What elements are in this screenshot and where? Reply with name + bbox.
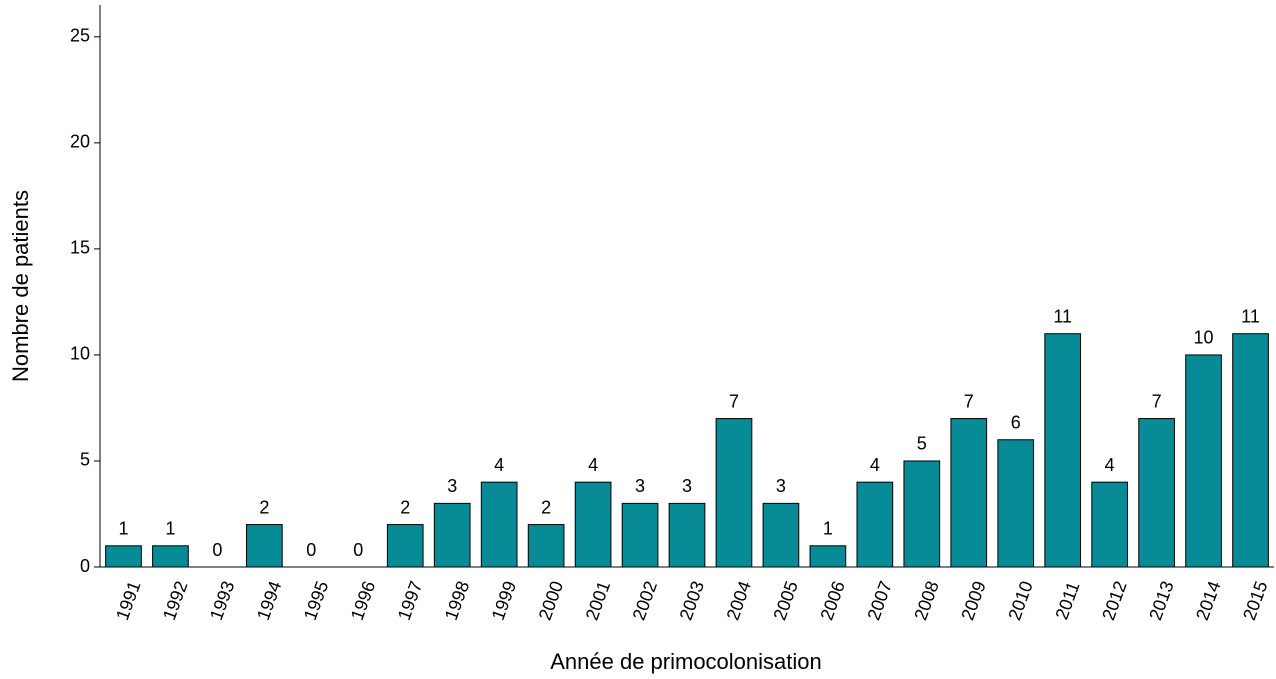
x-tick-label: 2012	[1098, 578, 1130, 622]
x-tick-label: 2002	[629, 578, 661, 622]
data-label: 0	[353, 540, 363, 560]
data-label: 1	[165, 519, 175, 539]
bar	[1091, 481, 1128, 568]
x-tick-label: 2014	[1192, 578, 1224, 622]
bar	[903, 460, 941, 568]
bar	[246, 524, 283, 568]
y-tick-label: 10	[70, 344, 90, 364]
x-tick-label: 1994	[253, 578, 285, 622]
data-label: 5	[917, 434, 927, 454]
data-label: 7	[729, 391, 739, 411]
bar	[809, 545, 847, 568]
data-label: 0	[306, 540, 316, 560]
bar	[1044, 333, 1082, 568]
data-label: 11	[1241, 306, 1260, 326]
data-label: 3	[776, 476, 786, 496]
bar	[386, 524, 424, 568]
data-label: 4	[1105, 455, 1115, 475]
bar	[997, 439, 1035, 568]
x-tick-label: 2001	[582, 578, 614, 622]
data-label: 4	[588, 455, 598, 475]
x-tick-label: 2007	[863, 578, 895, 622]
bar	[433, 502, 471, 568]
bar	[950, 418, 988, 568]
data-label: 4	[494, 455, 504, 475]
data-label: 2	[541, 497, 551, 517]
x-tick-label: 1999	[488, 578, 520, 622]
bar	[574, 481, 612, 568]
x-tick-label: 2009	[957, 578, 989, 622]
x-tick-label: 2015	[1239, 578, 1271, 622]
data-label: 11	[1053, 306, 1072, 326]
bar	[856, 481, 894, 568]
x-tick-label: 1996	[347, 578, 379, 622]
x-tick-label: 1993	[206, 578, 238, 622]
data-label: 6	[1011, 413, 1021, 433]
data-label: 3	[635, 476, 645, 496]
y-tick-label: 20	[70, 132, 90, 152]
x-tick-label: 2004	[723, 578, 755, 622]
y-tick-label: 25	[70, 26, 90, 46]
x-tick-label: 2010	[1004, 578, 1036, 622]
bar	[152, 545, 189, 568]
data-label: 1	[118, 519, 128, 539]
bar	[715, 418, 753, 568]
x-tick-label: 1995	[300, 578, 332, 622]
bar	[105, 545, 142, 568]
bar	[1185, 354, 1222, 568]
data-label: 3	[682, 476, 692, 496]
bar	[762, 502, 800, 568]
x-tick-label: 1998	[441, 578, 473, 622]
x-axis-title: Année de primocolonisation	[550, 649, 822, 674]
data-label: 10	[1194, 328, 1214, 348]
x-tick-label: 2006	[816, 578, 848, 622]
data-label: 7	[964, 391, 974, 411]
x-tick-label: 2011	[1051, 579, 1083, 622]
x-tick-label: 1997	[394, 578, 426, 622]
data-label: 2	[259, 497, 269, 517]
y-tick-label: 0	[80, 556, 90, 576]
x-tick-label: 1992	[159, 578, 191, 622]
bar	[621, 502, 659, 568]
bar	[480, 481, 518, 568]
data-label: 3	[447, 476, 457, 496]
x-tick-label: 2000	[535, 578, 567, 622]
x-tick-label: 2008	[910, 578, 942, 622]
data-label: 4	[870, 455, 880, 475]
data-label: 0	[212, 540, 222, 560]
bar	[668, 502, 706, 568]
data-label: 1	[823, 519, 833, 539]
y-tick-label: 5	[80, 450, 90, 470]
data-label: 2	[400, 497, 410, 517]
bar	[527, 524, 565, 568]
y-axis-title: Nombre de patients	[8, 190, 33, 382]
data-label: 7	[1152, 391, 1162, 411]
x-tick-label: 2005	[770, 578, 802, 622]
x-tick-label: 1991	[112, 578, 144, 622]
bar	[1232, 333, 1269, 568]
bar	[1138, 418, 1175, 568]
x-tick-label: 2003	[676, 578, 708, 622]
x-tick-label: 2013	[1145, 578, 1177, 622]
y-tick-label: 15	[70, 238, 90, 258]
